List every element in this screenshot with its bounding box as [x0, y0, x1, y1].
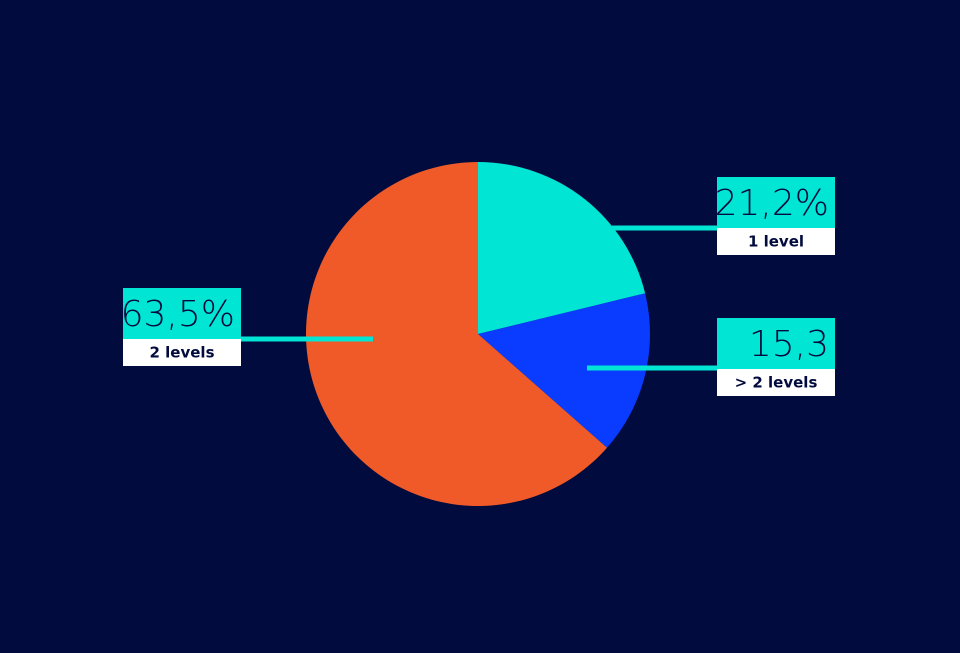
category-box	[123, 339, 241, 366]
category-label: > 2 levels	[735, 374, 818, 392]
category-label: 2 levels	[150, 344, 215, 362]
labels: 21,2% 1 level 15,3 > 2 levels 63,5% 2 levels	[121, 177, 835, 396]
pie	[305, 162, 651, 507]
pie-slice	[305, 162, 608, 507]
value-label: 15,3	[749, 324, 829, 365]
category-label: 1 level	[748, 233, 804, 251]
value-box	[123, 288, 241, 339]
category-box	[717, 228, 835, 255]
value-label: 63,5%	[121, 294, 235, 335]
category-box	[717, 369, 835, 396]
value-label: 21,2%	[715, 183, 829, 224]
value-box	[717, 318, 835, 369]
value-box	[717, 177, 835, 228]
pie-slice	[478, 293, 651, 448]
pie-slice	[478, 162, 646, 334]
